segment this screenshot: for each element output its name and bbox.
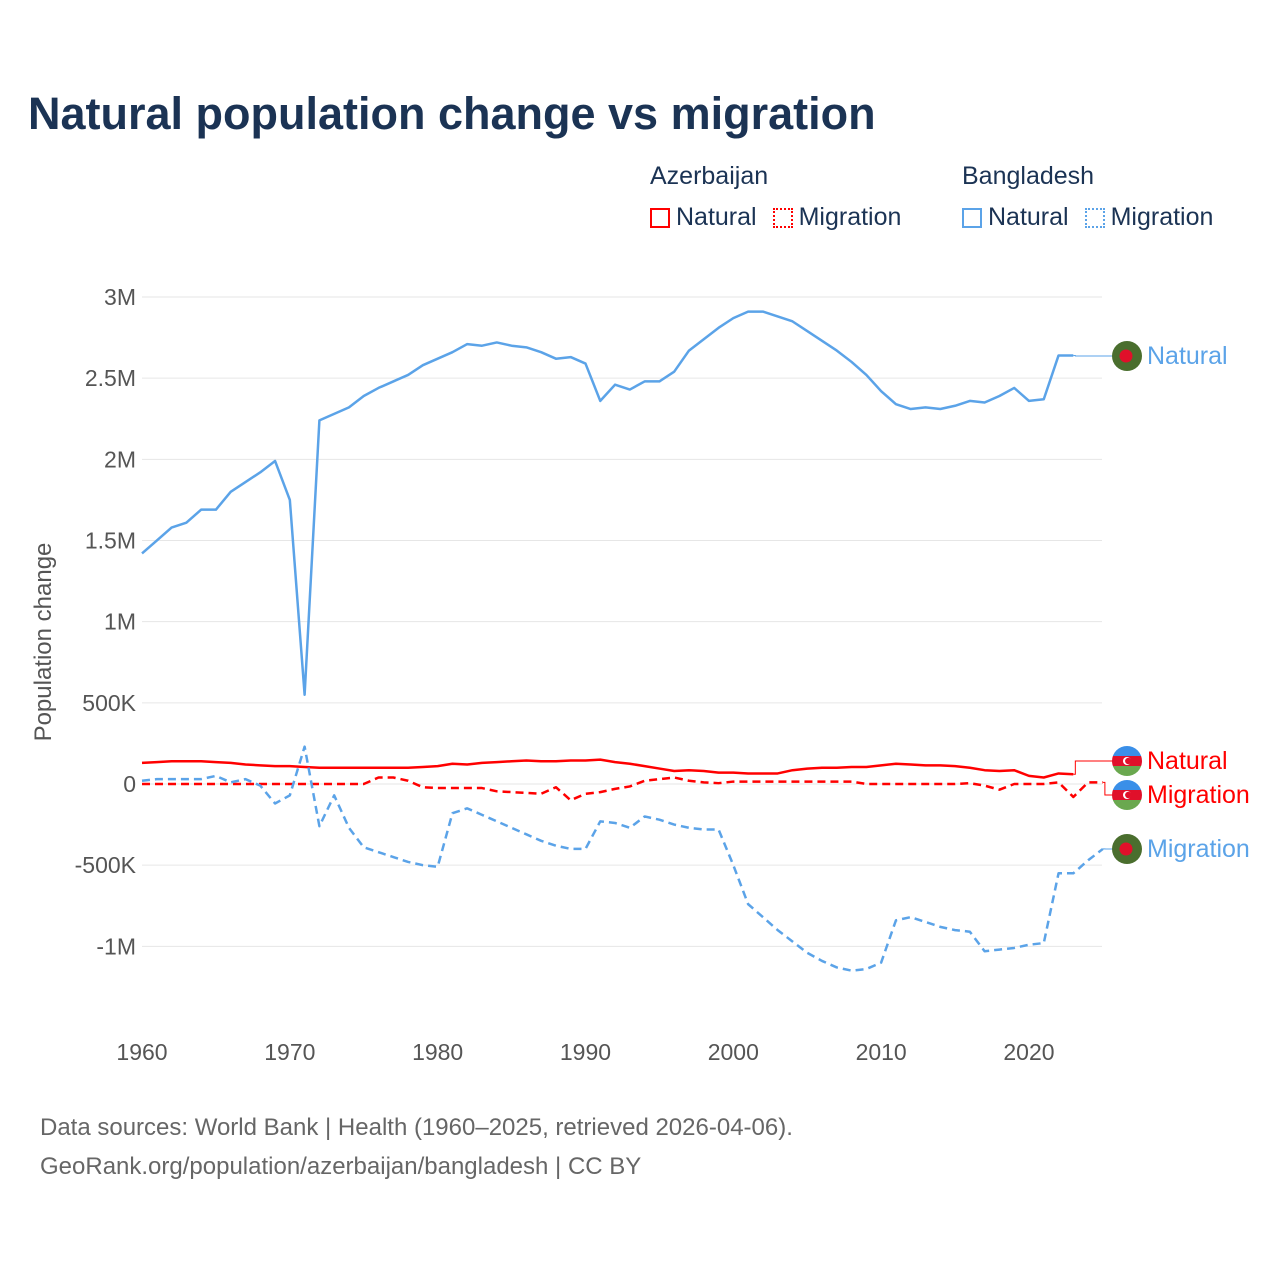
y-tick-label: 1M	[104, 609, 136, 635]
end-label-bangladesh-natural: Natural	[1147, 342, 1228, 370]
end-label-azerbaijan-natural: Natural	[1147, 747, 1228, 775]
x-tick-label: 2010	[856, 1039, 907, 1065]
bangladesh-flag-disc	[1119, 349, 1133, 363]
y-tick-label: 2.5M	[85, 365, 136, 391]
legend-swatch	[962, 207, 982, 228]
legend-label: Natural	[676, 203, 757, 231]
label-connector	[1073, 354, 1113, 357]
y-tick-label: 2M	[104, 446, 136, 472]
bangladesh-flag-disc	[1119, 842, 1133, 856]
azerbaijan-flag-icon	[1112, 780, 1142, 810]
y-axis-label: Population change	[30, 543, 57, 742]
legend-item-azerbaijan-migration[interactable]: Migration	[772, 203, 902, 232]
series-line-bangladesh-migration	[141, 745, 1104, 972]
series-line-azerbaijan-natural	[141, 758, 1074, 779]
legend-swatch	[772, 207, 793, 228]
x-tick-label: 1970	[264, 1039, 315, 1065]
x-tick-label: 1990	[560, 1039, 611, 1065]
legend-swatch	[650, 207, 670, 228]
footer: Data sources: World Bank | Health (1960–…	[40, 1108, 793, 1186]
y-tick-label: 1.5M	[85, 528, 136, 554]
footer-url: GeoRank.org/population/azerbaijan/bangla…	[40, 1153, 642, 1180]
legend-item-azerbaijan-natural[interactable]: Natural	[650, 203, 757, 232]
chart-title: Natural population change vs migration	[28, 88, 876, 139]
label-connector	[1102, 781, 1113, 796]
azerbaijan-flag-icon	[1112, 746, 1142, 776]
series-line-azerbaijan-migration	[142, 776, 1103, 802]
y-tick-label: 3M	[104, 284, 136, 310]
end-label-bangladesh-migration: Migration	[1147, 835, 1250, 863]
x-tick-label: 2020	[1003, 1039, 1054, 1065]
legend-group-azerbaijan: Azerbaijan Natural Migration	[650, 162, 901, 232]
x-tick-label: 2000	[708, 1039, 759, 1065]
x-tick-label: 1980	[412, 1039, 463, 1065]
end-label-azerbaijan-migration: Migration	[1147, 781, 1250, 809]
x-tick-label: 1960	[116, 1039, 167, 1065]
legend-label: Migration	[798, 203, 902, 231]
label-connector	[1073, 760, 1113, 775]
y-tick-label: -500K	[75, 852, 137, 878]
legend-group-bangladesh: Bangladesh Natural Migration	[962, 162, 1213, 232]
legend-swatch	[1084, 207, 1105, 228]
legend-item-bangladesh-natural[interactable]: Natural	[962, 203, 1069, 232]
legend-item-bangladesh-migration[interactable]: Migration	[1084, 203, 1214, 232]
legend-country: Bangladesh	[962, 162, 1095, 190]
y-tick-label: -1M	[96, 933, 136, 959]
series-line-bangladesh-natural	[141, 310, 1074, 696]
legend-label: Migration	[1110, 203, 1214, 231]
legend-label: Natural	[988, 203, 1069, 231]
footer-sources: Data sources: World Bank | Health (1960–…	[40, 1114, 793, 1141]
y-tick-label: 0	[123, 771, 136, 797]
y-tick-label: 500K	[82, 690, 136, 716]
legend-country: Azerbaijan	[650, 162, 769, 190]
